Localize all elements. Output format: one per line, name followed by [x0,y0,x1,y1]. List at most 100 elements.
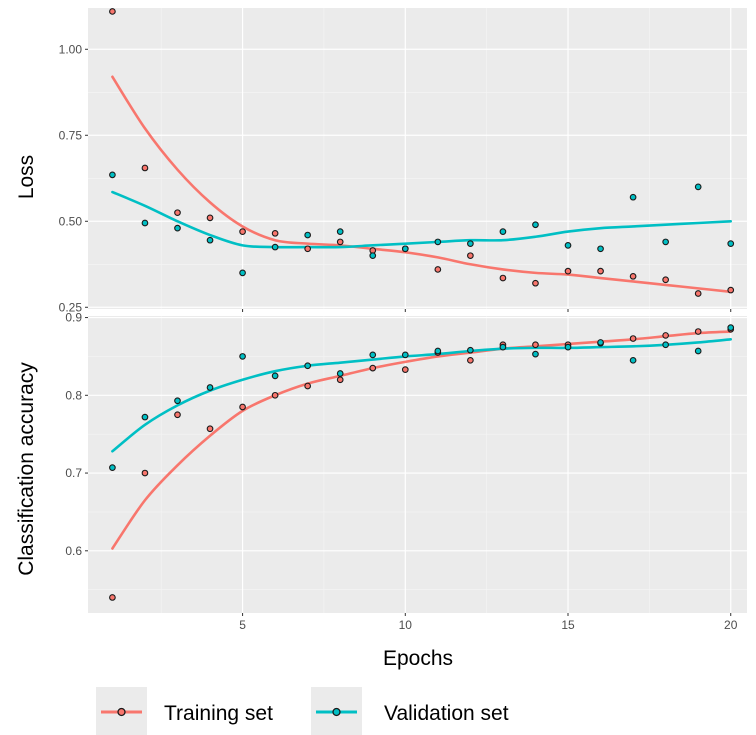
top-y-axis-title: Loss [15,155,38,199]
bottom-point-validation [271,372,279,380]
bottom-point-validation [564,343,572,351]
top-point-training [564,267,572,275]
bottom-point-validation [727,324,735,332]
top-point-validation [174,224,181,232]
bottom-point-validation [694,347,702,355]
bottom-point-training [174,411,181,419]
bottom-point-validation [141,413,149,421]
top-point-training [629,272,637,280]
bottom-point-validation [629,356,637,364]
top-trend-line-training [111,75,733,294]
top-point-validation [206,236,214,244]
top-point-training [662,276,669,284]
bottom-x-tick-label: 5 [239,618,246,632]
top-point-validation [694,183,702,191]
bottom-point-training [336,376,344,384]
bottom-panel-background [88,316,747,613]
x-axis-title: Epochs [383,647,453,670]
bottom-y-tick-label: 0.6 [65,544,82,558]
top-point-validation [499,228,507,235]
bottom-point-training [532,341,539,349]
bottom-point-validation [597,339,604,346]
bottom-point-training [206,425,214,433]
bottom-point-training [304,382,312,390]
bottom-trend-line-validation [111,338,733,453]
bottom-point-validation [336,370,344,377]
bottom-y-tick-label: 0.9 [65,311,82,325]
bottom-point-validation [239,353,246,360]
top-point-training [304,245,312,253]
bottom-point-validation [369,351,377,359]
top-point-validation [564,242,572,249]
bottom-y-tick-label: 0.7 [65,466,82,480]
top-point-training [694,290,702,297]
bottom-point-validation [401,351,409,359]
top-point-validation [141,219,149,227]
top-point-training [467,252,474,260]
bottom-point-validation [434,347,442,355]
bottom-point-validation [532,350,539,358]
legend-point-training [117,707,126,717]
bottom-point-validation [499,343,507,351]
top-point-validation [467,240,474,247]
top-trend-line-validation [111,190,733,249]
legend: Training set Validation set [96,687,509,735]
top-point-validation [727,240,735,247]
bottom-point-validation [206,384,214,391]
bottom-point-training [662,332,669,339]
top-point-validation [532,221,539,229]
top-point-validation [401,245,409,253]
bottom-x-tick-label: 15 [561,618,575,632]
top-y-tick-label: 0.50 [59,214,83,228]
top-point-training [206,214,214,222]
top-point-validation [336,228,344,235]
bottom-point-validation [662,341,669,349]
legend-label-training: Training set [164,702,273,725]
top-point-validation [662,238,669,246]
bottom-y-axis-title: Classification accuracy [15,362,38,576]
top-point-training [271,229,279,237]
top-y-tick-label: 1.00 [59,42,83,56]
top-point-training [239,228,246,235]
bottom-point-training [629,335,637,342]
legend-item-validation: Validation set [311,687,509,735]
top-point-validation [597,245,604,253]
top-point-training [532,279,539,287]
bottom-x-tick-label: 20 [724,618,738,632]
bottom-point-training [467,356,474,364]
legend-point-validation [332,707,341,717]
top-point-validation [304,231,312,239]
top-y-tick-label: 0.75 [59,128,83,142]
bottom-point-validation [467,346,474,354]
top-point-training [499,274,507,282]
top-point-validation [369,252,377,260]
top-point-validation [271,243,279,251]
top-point-validation [434,238,442,246]
top-panel-background [88,8,747,309]
bottom-point-training [141,469,149,477]
legend-label-validation: Validation set [384,702,509,725]
bottom-y-tick-label: 0.8 [65,388,82,402]
top-point-training [434,266,442,273]
bottom-x-tick-label: 10 [399,618,413,632]
top-point-training [336,238,344,246]
bottom-point-training [271,391,279,399]
top-y-tick-label: 0.25 [59,300,83,314]
top-point-training [109,8,116,15]
bottom-point-validation [109,464,116,471]
top-point-training [597,267,604,275]
legend-item-training: Training set [96,687,273,735]
top-point-training [727,286,735,294]
bottom-point-training [239,403,246,411]
top-point-training [141,164,149,172]
top-point-validation [109,171,116,179]
top-point-validation [629,193,637,201]
top-point-validation [239,269,246,277]
bottom-point-validation [174,397,181,405]
bottom-point-training [401,366,409,373]
bottom-point-training [369,364,377,372]
bottom-point-validation [304,362,312,370]
top-point-training [174,209,181,217]
